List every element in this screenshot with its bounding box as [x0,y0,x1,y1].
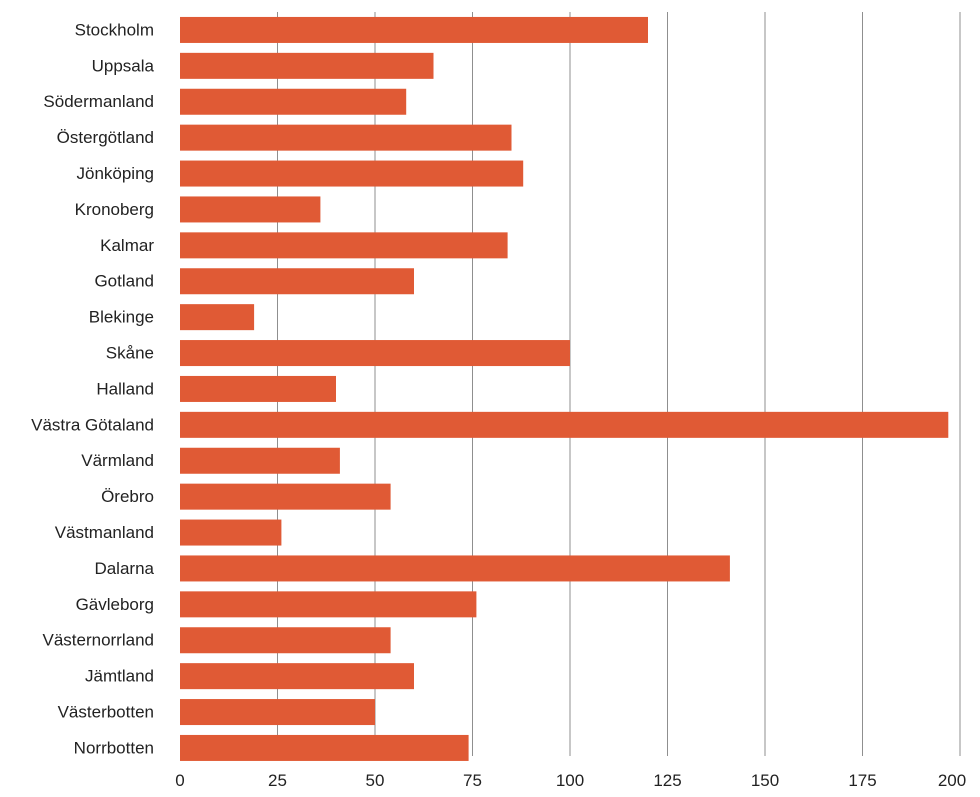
bar-vasterbotten [180,699,375,726]
category-label-halland: Halland [96,379,154,398]
category-label-blekinge: Blekinge [89,308,154,327]
bar-sodermanland [180,88,407,115]
bar-orebro [180,483,391,510]
x-tick-label-175: 175 [848,771,876,790]
bar-norrbotten [180,734,469,761]
bars [180,16,949,761]
x-tick-label-125: 125 [653,771,681,790]
category-label-vastra-gotaland: Västra Götaland [31,415,154,434]
bar-uppsala [180,52,434,79]
category-label-uppsala: Uppsala [92,56,155,75]
x-tick-label-25: 25 [268,771,287,790]
category-label-dalarna: Dalarna [94,559,154,578]
bar-ostergotland [180,124,512,151]
category-label-kronoberg: Kronoberg [75,200,154,219]
category-label-vasterbotten: Västerbotten [58,703,154,722]
bar-varmland [180,447,340,474]
category-label-norrbotten: Norrbotten [74,738,154,757]
category-label-stockholm: Stockholm [75,20,154,39]
bar-vasternorrland [180,627,391,654]
category-label-gotland: Gotland [94,272,154,291]
bar-kalmar [180,232,508,259]
category-labels: Stockholm Uppsala Södermanland Östergötland… [31,20,154,757]
bar-kronoberg [180,196,321,223]
bar-jamtland [180,663,414,690]
bar-halland [180,375,336,402]
bar-vastra-gotaland [180,411,949,438]
category-label-vasternorrland: Västernorrland [42,631,154,650]
category-label-skane: Skåne [106,344,154,363]
category-label-gavleborg: Gävleborg [76,595,154,614]
x-tick-label-50: 50 [366,771,385,790]
category-label-kalmar: Kalmar [100,236,154,255]
category-label-varmland: Värmland [81,451,154,470]
x-tick-label-75: 75 [463,771,482,790]
x-tick-label-200: 200 [938,771,966,790]
bar-dalarna [180,555,730,582]
bar-gotland [180,268,414,295]
bar-vastmanland [180,519,282,546]
category-label-jamtland: Jämtland [85,667,154,686]
bar-gavleborg [180,591,477,618]
category-label-ostergotland: Östergötland [57,128,154,147]
bar-jonkoping [180,160,524,187]
bar-blekinge [180,304,255,331]
x-tick-label-100: 100 [556,771,584,790]
category-label-jonkoping: Jönköping [76,164,154,183]
x-tick-label-0: 0 [175,771,184,790]
bar-skane [180,340,570,367]
category-label-orebro: Örebro [101,487,154,506]
x-axis-tick-labels: 0 25 50 75 100 125 150 175 200 [175,771,966,790]
x-tick-label-150: 150 [751,771,779,790]
category-label-vastmanland: Västmanland [55,523,154,542]
bar-stockholm [180,16,648,43]
category-label-sodermanland: Södermanland [43,92,154,111]
